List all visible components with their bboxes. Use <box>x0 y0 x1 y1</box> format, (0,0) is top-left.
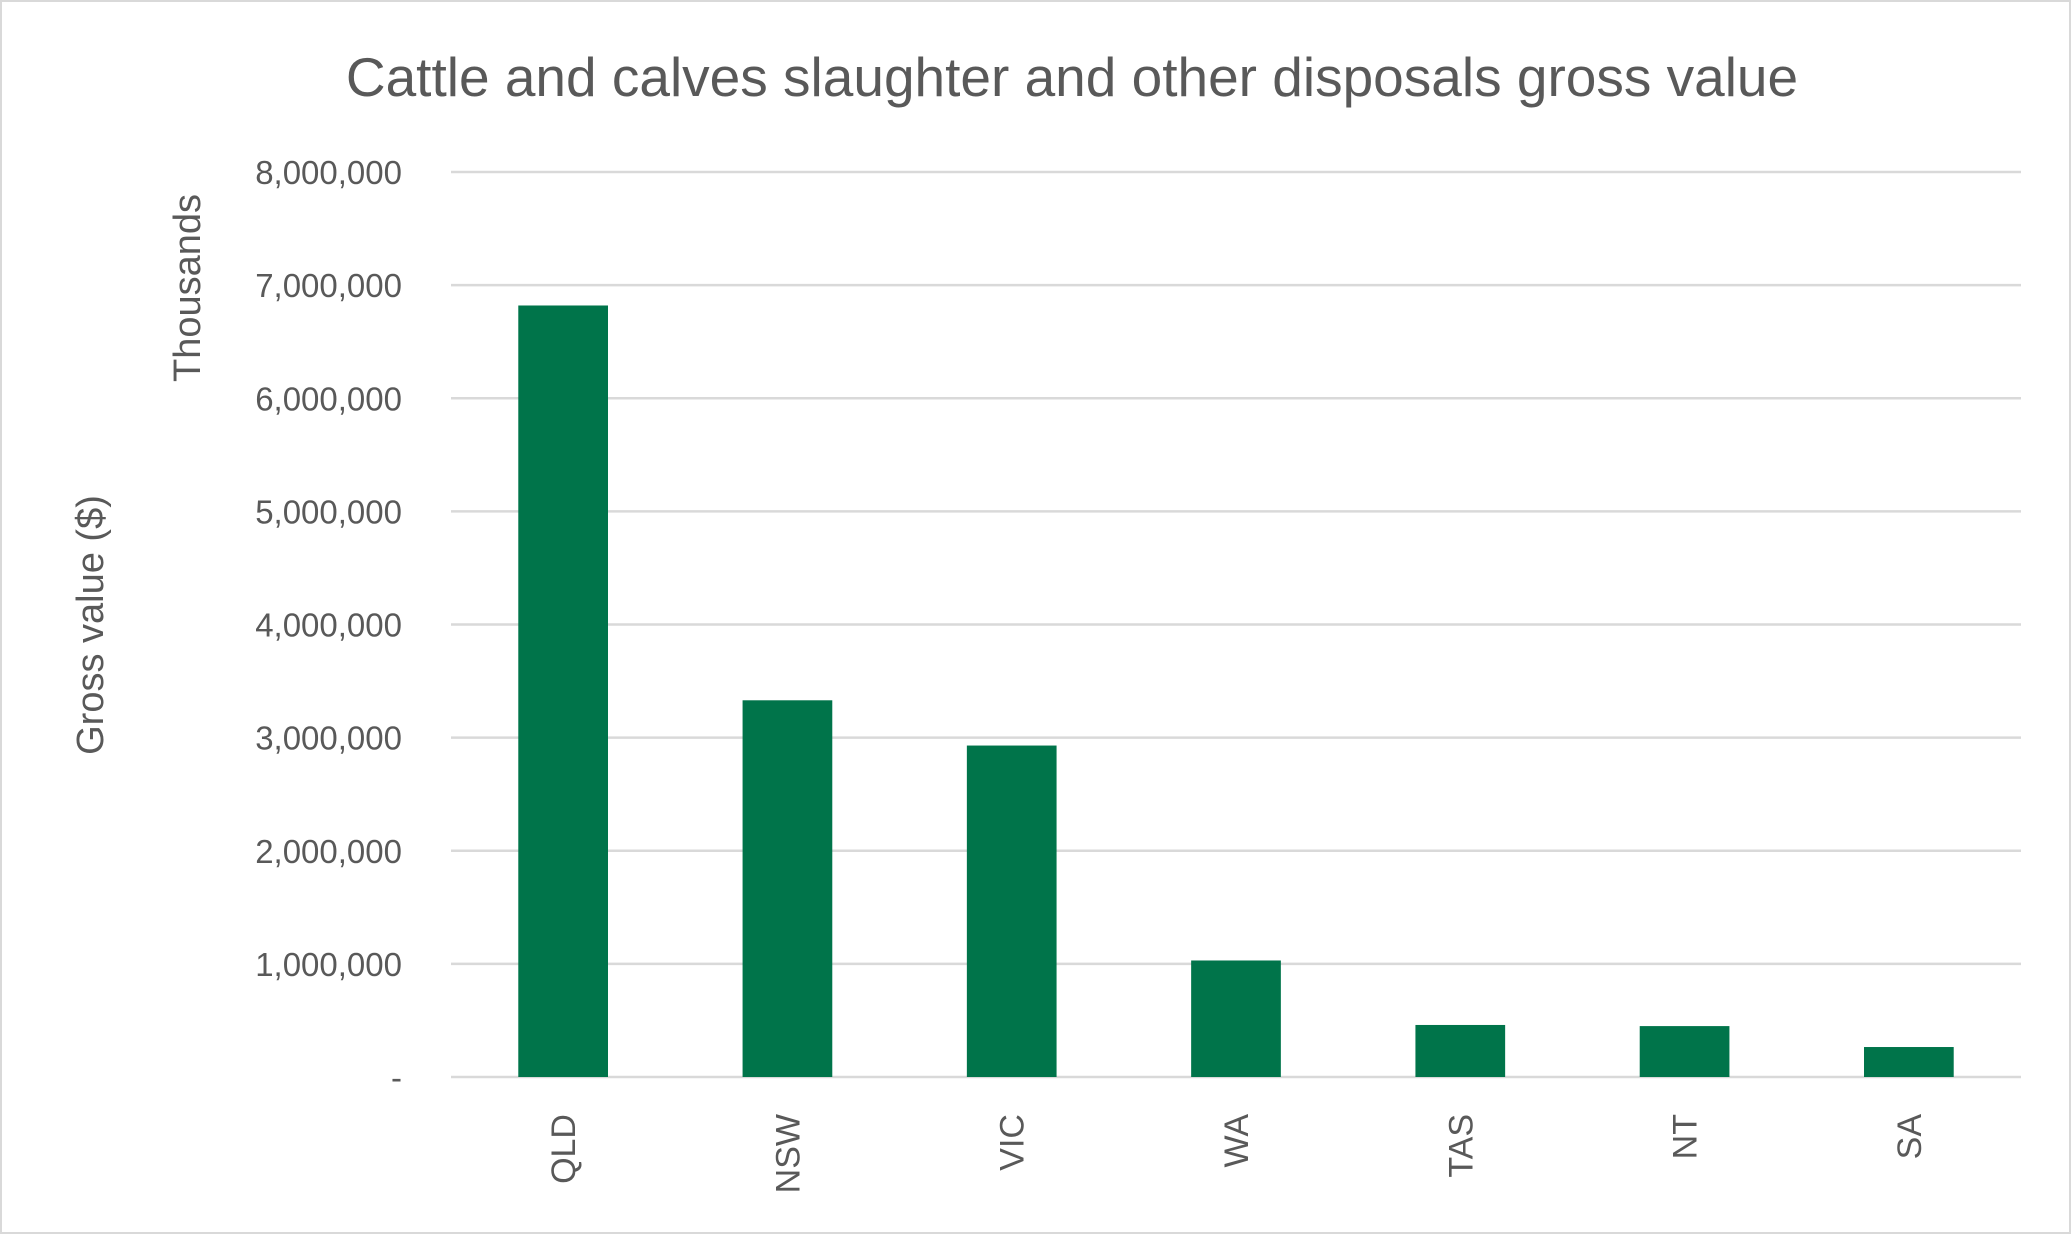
y-tick-label: 3,000,000 <box>255 720 402 757</box>
x-category-label: WA <box>1218 1114 1256 1168</box>
bar-sa <box>1864 1047 1954 1077</box>
chart-title: Cattle and calves slaughter and other di… <box>346 46 1798 108</box>
y-axis-ticks: - 1,000,000 2,000,000 3,000,000 4,000,000 5,0… <box>255 154 402 1096</box>
y-tick-label: 8,000,000 <box>255 154 402 191</box>
bar-qld <box>518 305 608 1077</box>
x-category-label: NSW <box>769 1114 807 1193</box>
x-category-label: QLD <box>545 1114 583 1184</box>
y-axis-title: Gross value ($) <box>70 495 112 755</box>
x-category-label: SA <box>1891 1114 1929 1160</box>
y-tick-label: 4,000,000 <box>255 607 402 644</box>
bar-vic <box>966 745 1057 1077</box>
y-tick-label: 5,000,000 <box>255 493 402 530</box>
bar-wa <box>1191 960 1281 1077</box>
bars <box>518 305 1954 1077</box>
y-tick-label: - <box>391 1059 402 1096</box>
x-category-label: TAS <box>1442 1114 1480 1178</box>
y-tick-label: 6,000,000 <box>255 380 402 417</box>
y-tick-label: 2,000,000 <box>255 833 402 870</box>
bar-tas <box>1415 1024 1506 1077</box>
x-axis-categories: QLD NSW VIC WA TAS NT SA <box>545 1114 1929 1194</box>
bar-nt <box>1639 1026 1730 1077</box>
x-category-label: NT <box>1667 1114 1705 1159</box>
gridlines <box>451 170 2021 1079</box>
y-tick-label: 7,000,000 <box>255 267 402 304</box>
bar-nsw <box>742 700 833 1077</box>
x-category-label: VIC <box>994 1114 1032 1171</box>
y-axis-units-label: Thousands <box>167 194 209 382</box>
y-tick-label: 1,000,000 <box>255 946 402 983</box>
